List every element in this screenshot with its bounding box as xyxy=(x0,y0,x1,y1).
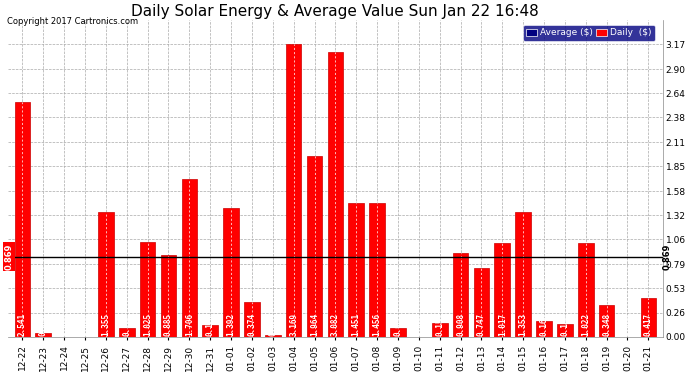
Text: 2.541: 2.541 xyxy=(18,314,27,336)
Text: 0.908: 0.908 xyxy=(456,314,465,336)
Bar xyxy=(140,242,155,337)
Bar xyxy=(390,328,406,337)
Text: 0.048: 0.048 xyxy=(39,314,48,336)
Bar xyxy=(432,323,448,337)
Bar xyxy=(14,102,30,337)
Text: 0.869: 0.869 xyxy=(4,243,13,270)
Bar xyxy=(202,325,218,337)
Bar xyxy=(557,324,573,337)
Bar xyxy=(640,298,656,337)
Text: 1.706: 1.706 xyxy=(185,314,194,336)
Text: 0.102: 0.102 xyxy=(122,314,131,336)
Bar xyxy=(515,212,531,337)
Bar xyxy=(35,333,51,337)
Text: 0.000: 0.000 xyxy=(623,314,632,336)
Legend: Average ($), Daily  ($): Average ($), Daily ($) xyxy=(523,25,655,41)
Bar xyxy=(98,212,114,337)
Text: 1.392: 1.392 xyxy=(226,314,235,336)
Text: 3.082: 3.082 xyxy=(331,314,340,336)
Bar xyxy=(578,243,593,337)
Text: 1.964: 1.964 xyxy=(310,314,319,336)
Text: 1.017: 1.017 xyxy=(497,314,506,336)
Text: 0.127: 0.127 xyxy=(206,314,215,336)
Text: 0.348: 0.348 xyxy=(602,314,611,336)
Text: 0.000: 0.000 xyxy=(414,314,424,336)
Text: 0.095: 0.095 xyxy=(393,314,402,336)
Text: 0.417: 0.417 xyxy=(644,314,653,336)
Text: 1.353: 1.353 xyxy=(519,314,528,336)
Text: 3.169: 3.169 xyxy=(289,314,298,336)
Text: 1.456: 1.456 xyxy=(373,314,382,336)
Text: 1.022: 1.022 xyxy=(581,314,590,336)
Bar xyxy=(369,202,385,337)
Bar xyxy=(453,253,469,337)
Text: 1.355: 1.355 xyxy=(101,314,110,336)
Bar xyxy=(495,243,510,337)
Bar xyxy=(265,335,281,337)
Text: 0.168: 0.168 xyxy=(540,314,549,336)
Bar xyxy=(348,203,364,337)
Bar xyxy=(473,268,489,337)
Text: Copyright 2017 Cartronics.com: Copyright 2017 Cartronics.com xyxy=(7,17,138,26)
Bar xyxy=(599,305,614,337)
Text: 1.025: 1.025 xyxy=(143,314,152,336)
Bar xyxy=(119,327,135,337)
Text: 0.869: 0.869 xyxy=(663,243,672,270)
Bar xyxy=(306,156,322,337)
Text: 0.151: 0.151 xyxy=(435,314,444,336)
Text: 0.885: 0.885 xyxy=(164,314,173,336)
Bar xyxy=(161,255,176,337)
Text: 0.000: 0.000 xyxy=(59,314,68,336)
Text: 0.142: 0.142 xyxy=(560,314,569,336)
Bar xyxy=(286,44,302,337)
Bar xyxy=(536,321,552,337)
Text: 0.747: 0.747 xyxy=(477,314,486,336)
Text: 0.023: 0.023 xyxy=(268,314,277,336)
Bar xyxy=(244,302,259,337)
Bar xyxy=(181,180,197,337)
Bar xyxy=(328,53,343,337)
Title: Daily Solar Energy & Average Value Sun Jan 22 16:48: Daily Solar Energy & Average Value Sun J… xyxy=(132,4,540,19)
Text: 0.374: 0.374 xyxy=(248,314,257,336)
Text: 1.451: 1.451 xyxy=(352,314,361,336)
Text: 0.000: 0.000 xyxy=(81,314,90,336)
Bar xyxy=(224,209,239,337)
